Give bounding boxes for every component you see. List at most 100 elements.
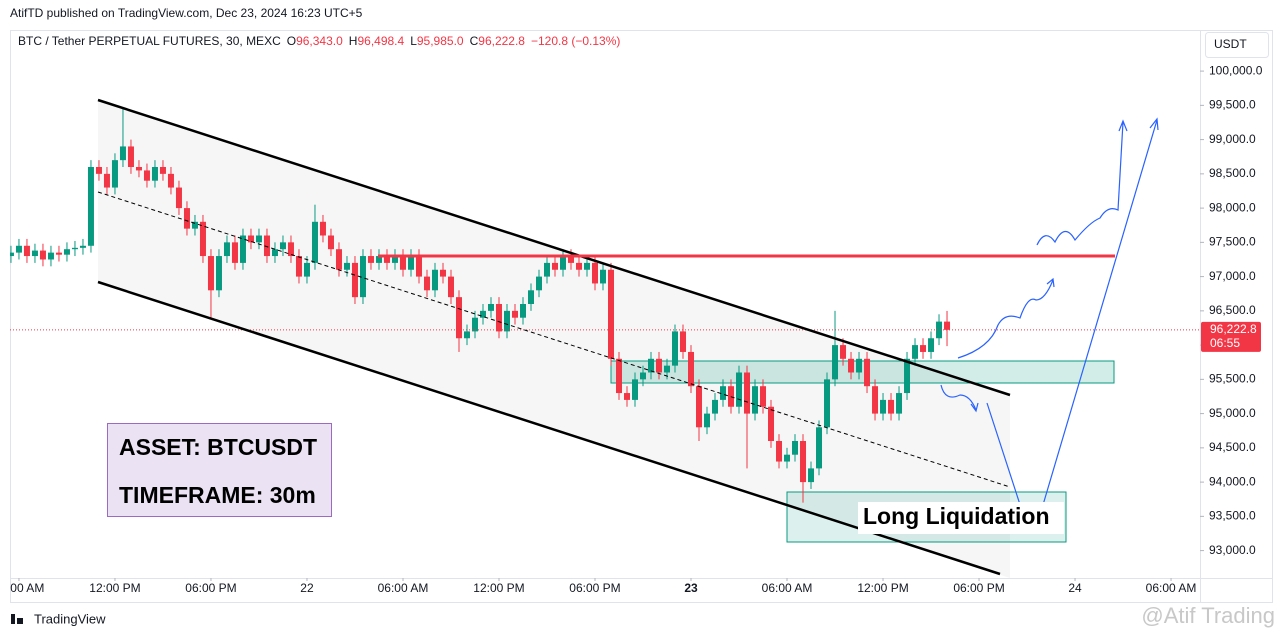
candle-body [936,321,943,339]
candle-body [287,242,294,257]
ohlc-key: L [410,34,417,48]
candle-body [599,269,606,284]
ohlc-key: O [287,34,296,48]
y-tick-label: 94,500.0 [1209,440,1256,454]
candle-body [455,297,462,339]
candle-body [439,269,446,277]
candle-body [95,167,102,174]
candle-body [688,351,695,387]
y-tick-label: 97,000.0 [1209,269,1256,283]
candle-body [928,338,935,352]
candle-body [784,454,791,462]
candle-body [423,276,430,291]
y-tick-label: 100,000.0 [1209,63,1263,77]
candle-body [816,427,823,469]
legend: BTC / Tether PERPETUAL FUTURES, 30, MEXC… [18,34,620,48]
candle-body [255,235,262,243]
candle-body [231,242,238,263]
projection-arrows [940,117,1159,523]
chart-frame [10,30,1273,603]
x-tick-label: 06:00 PM [185,581,236,595]
candle-body [215,256,222,291]
x-tick-label: 12:00 PM [473,581,524,595]
candle-body [31,250,38,257]
candle-body [495,304,502,332]
asset-label: ASSET: BTCUSDT [119,434,317,460]
ohlc-value: 96,498.4 [357,34,404,48]
candle-body [712,399,719,414]
currency-box[interactable] [1205,32,1269,58]
x-tick-label: 23 [684,581,698,595]
candle-body [103,173,110,188]
y-tick-label: 98,500.0 [1209,166,1256,180]
candle-body [343,262,350,270]
candle-body [608,269,615,359]
y-tick-label: 93,500.0 [1209,509,1256,523]
candle-body [167,173,174,188]
candle-body [335,249,342,270]
candle-body [487,304,494,311]
asset-box [107,423,332,517]
candle-body [431,269,438,291]
y-tick-label: 99,500.0 [1209,98,1256,112]
x-tick-label: 06:00 PM [569,581,620,595]
channel-mid [97,191,1011,488]
candle-body [447,276,454,298]
candle-body [383,256,390,263]
candle-body [575,262,582,270]
candle-body [463,331,470,339]
candle-body [295,256,302,277]
candle-body [207,256,214,291]
candle-body [319,221,326,236]
y-tick-label: 95,500.0 [1209,372,1256,386]
candle-body [640,372,647,380]
candle-body [239,235,246,263]
candle-body [551,262,558,270]
candle-body [159,167,166,174]
ohlc-key: H [349,34,358,48]
liquidation-label-bg [858,502,1064,534]
x-tick-label: 22 [300,581,314,595]
candle-body [23,245,30,257]
y-tick-label: 94,000.0 [1209,474,1256,488]
y-tick-label: 95,000.0 [1209,406,1256,420]
candle-body [664,365,671,373]
last-price-tag [1201,321,1261,352]
candle-body [856,358,863,373]
candle-body [71,247,78,250]
candle-body [567,256,574,263]
candle-body [127,146,134,167]
candle-body [10,252,14,257]
candle-body [543,262,550,277]
candle-body [736,372,743,407]
candle-body [672,331,679,366]
candle-body [632,379,639,400]
candle-body [591,262,598,284]
candle-body [824,379,831,428]
candle-body [808,468,815,483]
brand-icon [11,614,15,624]
x-tick-label: 06:00 AM [1146,581,1197,595]
candle-body [872,386,879,414]
ohlc-value: 96,222.8 [478,34,525,48]
ohlc-value: 96,343.0 [296,34,343,48]
drawings-front [97,98,1159,576]
candle-body [944,321,951,330]
candle-body [175,187,182,209]
change: −120.8 (−0.13%) [531,34,620,48]
candle-body [391,256,398,263]
candle-body [399,256,406,270]
candle-body [303,262,310,277]
candle-body [223,242,230,257]
candle-body [616,358,623,394]
candle-body [183,208,190,229]
currency[interactable]: USDT [1214,37,1247,51]
candle-body [87,167,94,246]
last-price-label: 96,222.8 [1210,322,1257,336]
candle-body [271,249,278,257]
y-tick-label: 97,500.0 [1209,235,1256,249]
published-note: AtifTD published on TradingView.com, Dec… [10,6,363,20]
brand: TradingView [34,611,106,626]
brand-icon [17,618,23,624]
